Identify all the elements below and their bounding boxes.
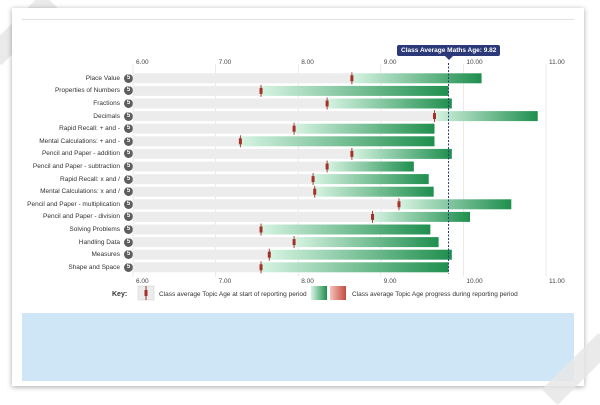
- progress-bar: [434, 111, 537, 121]
- start-marker: [260, 227, 263, 233]
- start-marker: [371, 214, 374, 220]
- baseline-band: [133, 124, 294, 134]
- progress-bar: [352, 73, 482, 83]
- bars-layer: [133, 72, 538, 273]
- baseline-band: [133, 237, 294, 247]
- key-title: Key:: [112, 291, 127, 298]
- key-start-swatch: [137, 285, 155, 301]
- baseline-band: [133, 262, 261, 272]
- start-marker: [326, 164, 329, 170]
- progress-bar: [327, 99, 452, 109]
- start-marker: [312, 176, 315, 182]
- key-progress-swatches: [310, 285, 348, 301]
- progress-bar: [327, 162, 414, 172]
- key-start-label: Class average Topic Age at start of repo…: [159, 291, 307, 298]
- start-marker: [260, 264, 263, 270]
- baseline-band: [133, 250, 269, 260]
- baseline-band: [133, 187, 315, 197]
- start-marker: [350, 151, 353, 157]
- baseline-band: [133, 149, 352, 159]
- baseline-band: [133, 136, 240, 146]
- baseline-band: [133, 174, 313, 184]
- baseline-band: [133, 86, 261, 96]
- progress-bar: [294, 237, 439, 247]
- baseline-band: [133, 73, 352, 83]
- progress-bar: [294, 124, 434, 134]
- baseline-band: [133, 212, 373, 222]
- start-marker: [268, 252, 271, 258]
- progress-bar: [352, 149, 452, 159]
- key-progress-label: Class average Topic Age progress during …: [352, 291, 518, 298]
- progress-bar: [240, 136, 434, 146]
- baseline-band: [133, 199, 399, 209]
- class-average-tooltip: Class Average Maths Age: 9.82: [397, 45, 500, 56]
- baseline-band: [133, 162, 327, 172]
- progress-bar: [261, 225, 430, 235]
- baseline-band: [133, 99, 327, 109]
- progress-bar: [373, 212, 470, 222]
- baseline-band: [133, 225, 261, 235]
- start-marker: [433, 113, 436, 119]
- start-marker: [293, 126, 296, 132]
- start-marker: [326, 101, 329, 107]
- progress-bar: [315, 187, 434, 197]
- progress-bar: [261, 86, 449, 96]
- report-card: Place Value5Properties of Numbers5Fracti…: [12, 8, 584, 386]
- start-marker: [239, 138, 242, 144]
- start-marker: [397, 201, 400, 207]
- progress-bar: [269, 250, 452, 260]
- progress-bar: [399, 199, 511, 209]
- progress-bar: [313, 174, 429, 184]
- progress-bar: [261, 262, 449, 272]
- start-marker: [313, 189, 316, 195]
- start-marker: [293, 239, 296, 245]
- start-marker: [350, 75, 353, 81]
- baseline-band: [133, 111, 434, 121]
- start-marker: [260, 88, 263, 94]
- blue-panel: [22, 313, 574, 381]
